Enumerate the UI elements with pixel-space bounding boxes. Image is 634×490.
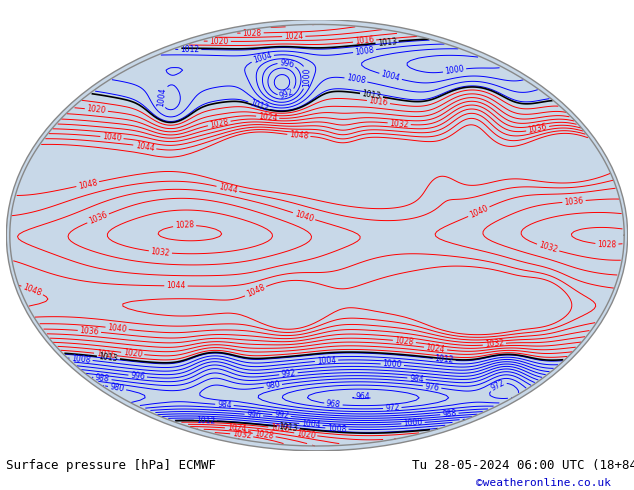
Text: Surface pressure [hPa] ECMWF: Surface pressure [hPa] ECMWF xyxy=(6,459,216,472)
Text: 1000: 1000 xyxy=(382,360,402,370)
Text: 968: 968 xyxy=(326,399,341,409)
Text: 1036: 1036 xyxy=(87,211,109,226)
Text: 1028: 1028 xyxy=(175,220,195,230)
Text: 1032: 1032 xyxy=(538,241,559,255)
Text: 1016: 1016 xyxy=(96,349,115,360)
Text: 1032: 1032 xyxy=(231,429,252,441)
Text: 1020: 1020 xyxy=(86,104,107,116)
Text: 1020: 1020 xyxy=(295,429,316,440)
Text: 1013: 1013 xyxy=(377,37,397,48)
Text: 1013: 1013 xyxy=(98,352,119,363)
Text: 1008: 1008 xyxy=(354,45,375,57)
Text: 984: 984 xyxy=(217,400,232,410)
Text: 1004: 1004 xyxy=(157,87,167,107)
Text: 1012: 1012 xyxy=(434,354,454,365)
Text: 1036: 1036 xyxy=(79,326,100,337)
Text: 1024: 1024 xyxy=(226,423,247,434)
Text: 1044: 1044 xyxy=(166,281,186,291)
Text: 1032: 1032 xyxy=(150,247,171,258)
Text: 976: 976 xyxy=(424,382,440,392)
Text: 1000: 1000 xyxy=(302,68,311,87)
Text: 1044: 1044 xyxy=(217,182,238,196)
Text: 1012: 1012 xyxy=(196,416,215,425)
Text: 1004: 1004 xyxy=(301,419,321,430)
Text: 996: 996 xyxy=(279,58,295,69)
Text: 992: 992 xyxy=(278,88,295,101)
Text: 984: 984 xyxy=(409,373,424,384)
Text: 1004: 1004 xyxy=(380,70,401,83)
Text: 1000: 1000 xyxy=(403,418,423,428)
Text: 1008: 1008 xyxy=(71,354,91,365)
Text: 980: 980 xyxy=(265,380,281,392)
Text: 1013: 1013 xyxy=(278,422,299,433)
Text: 1048: 1048 xyxy=(77,178,98,191)
Text: 1024: 1024 xyxy=(257,112,278,122)
Text: 964: 964 xyxy=(356,392,370,401)
Text: 1028: 1028 xyxy=(597,240,616,249)
Text: 1032: 1032 xyxy=(484,339,505,349)
Text: ©weatheronline.co.uk: ©weatheronline.co.uk xyxy=(476,478,611,488)
Text: 1004: 1004 xyxy=(316,356,337,366)
Text: 1020: 1020 xyxy=(122,348,143,359)
Text: 1028: 1028 xyxy=(394,336,415,347)
Text: 1040: 1040 xyxy=(107,323,127,334)
Text: 988: 988 xyxy=(442,409,457,419)
Text: 1032: 1032 xyxy=(389,119,409,129)
Text: 1024: 1024 xyxy=(284,32,304,41)
Text: 1036: 1036 xyxy=(527,122,548,135)
Text: 992: 992 xyxy=(274,410,289,421)
Text: 1008: 1008 xyxy=(327,424,347,434)
Text: 992: 992 xyxy=(281,368,296,379)
Text: 1036: 1036 xyxy=(564,196,584,207)
Ellipse shape xyxy=(6,20,628,451)
Text: 972: 972 xyxy=(489,378,507,393)
Text: 1044: 1044 xyxy=(134,141,155,153)
Text: 1000: 1000 xyxy=(444,65,465,76)
Text: Tu 28-05-2024 06:00 UTC (18+84): Tu 28-05-2024 06:00 UTC (18+84) xyxy=(412,459,634,472)
Text: 1020: 1020 xyxy=(210,37,229,46)
Text: 1028: 1028 xyxy=(242,28,262,38)
Text: 1012: 1012 xyxy=(180,45,199,54)
Text: 1040: 1040 xyxy=(102,132,122,143)
Text: 1016: 1016 xyxy=(269,423,290,434)
Text: 988: 988 xyxy=(94,373,110,384)
Text: 1048: 1048 xyxy=(289,130,309,141)
Text: 1024: 1024 xyxy=(425,343,446,354)
Text: 996: 996 xyxy=(246,410,261,420)
Polygon shape xyxy=(10,24,624,446)
Text: 980: 980 xyxy=(109,382,125,394)
Text: 1028: 1028 xyxy=(209,117,230,130)
Text: 1048: 1048 xyxy=(22,282,43,298)
Text: 1016: 1016 xyxy=(354,36,375,47)
Text: 1004: 1004 xyxy=(252,50,273,65)
Text: 1012: 1012 xyxy=(249,98,269,114)
Text: 1040: 1040 xyxy=(468,204,489,220)
Text: 1008: 1008 xyxy=(346,74,366,86)
Text: 1013: 1013 xyxy=(361,89,382,101)
Text: 1040: 1040 xyxy=(294,209,314,223)
Text: 972: 972 xyxy=(385,403,400,413)
Text: 1048: 1048 xyxy=(245,283,266,299)
Text: 1016: 1016 xyxy=(368,96,389,108)
Text: 996: 996 xyxy=(130,371,145,381)
Text: 1028: 1028 xyxy=(254,429,275,441)
